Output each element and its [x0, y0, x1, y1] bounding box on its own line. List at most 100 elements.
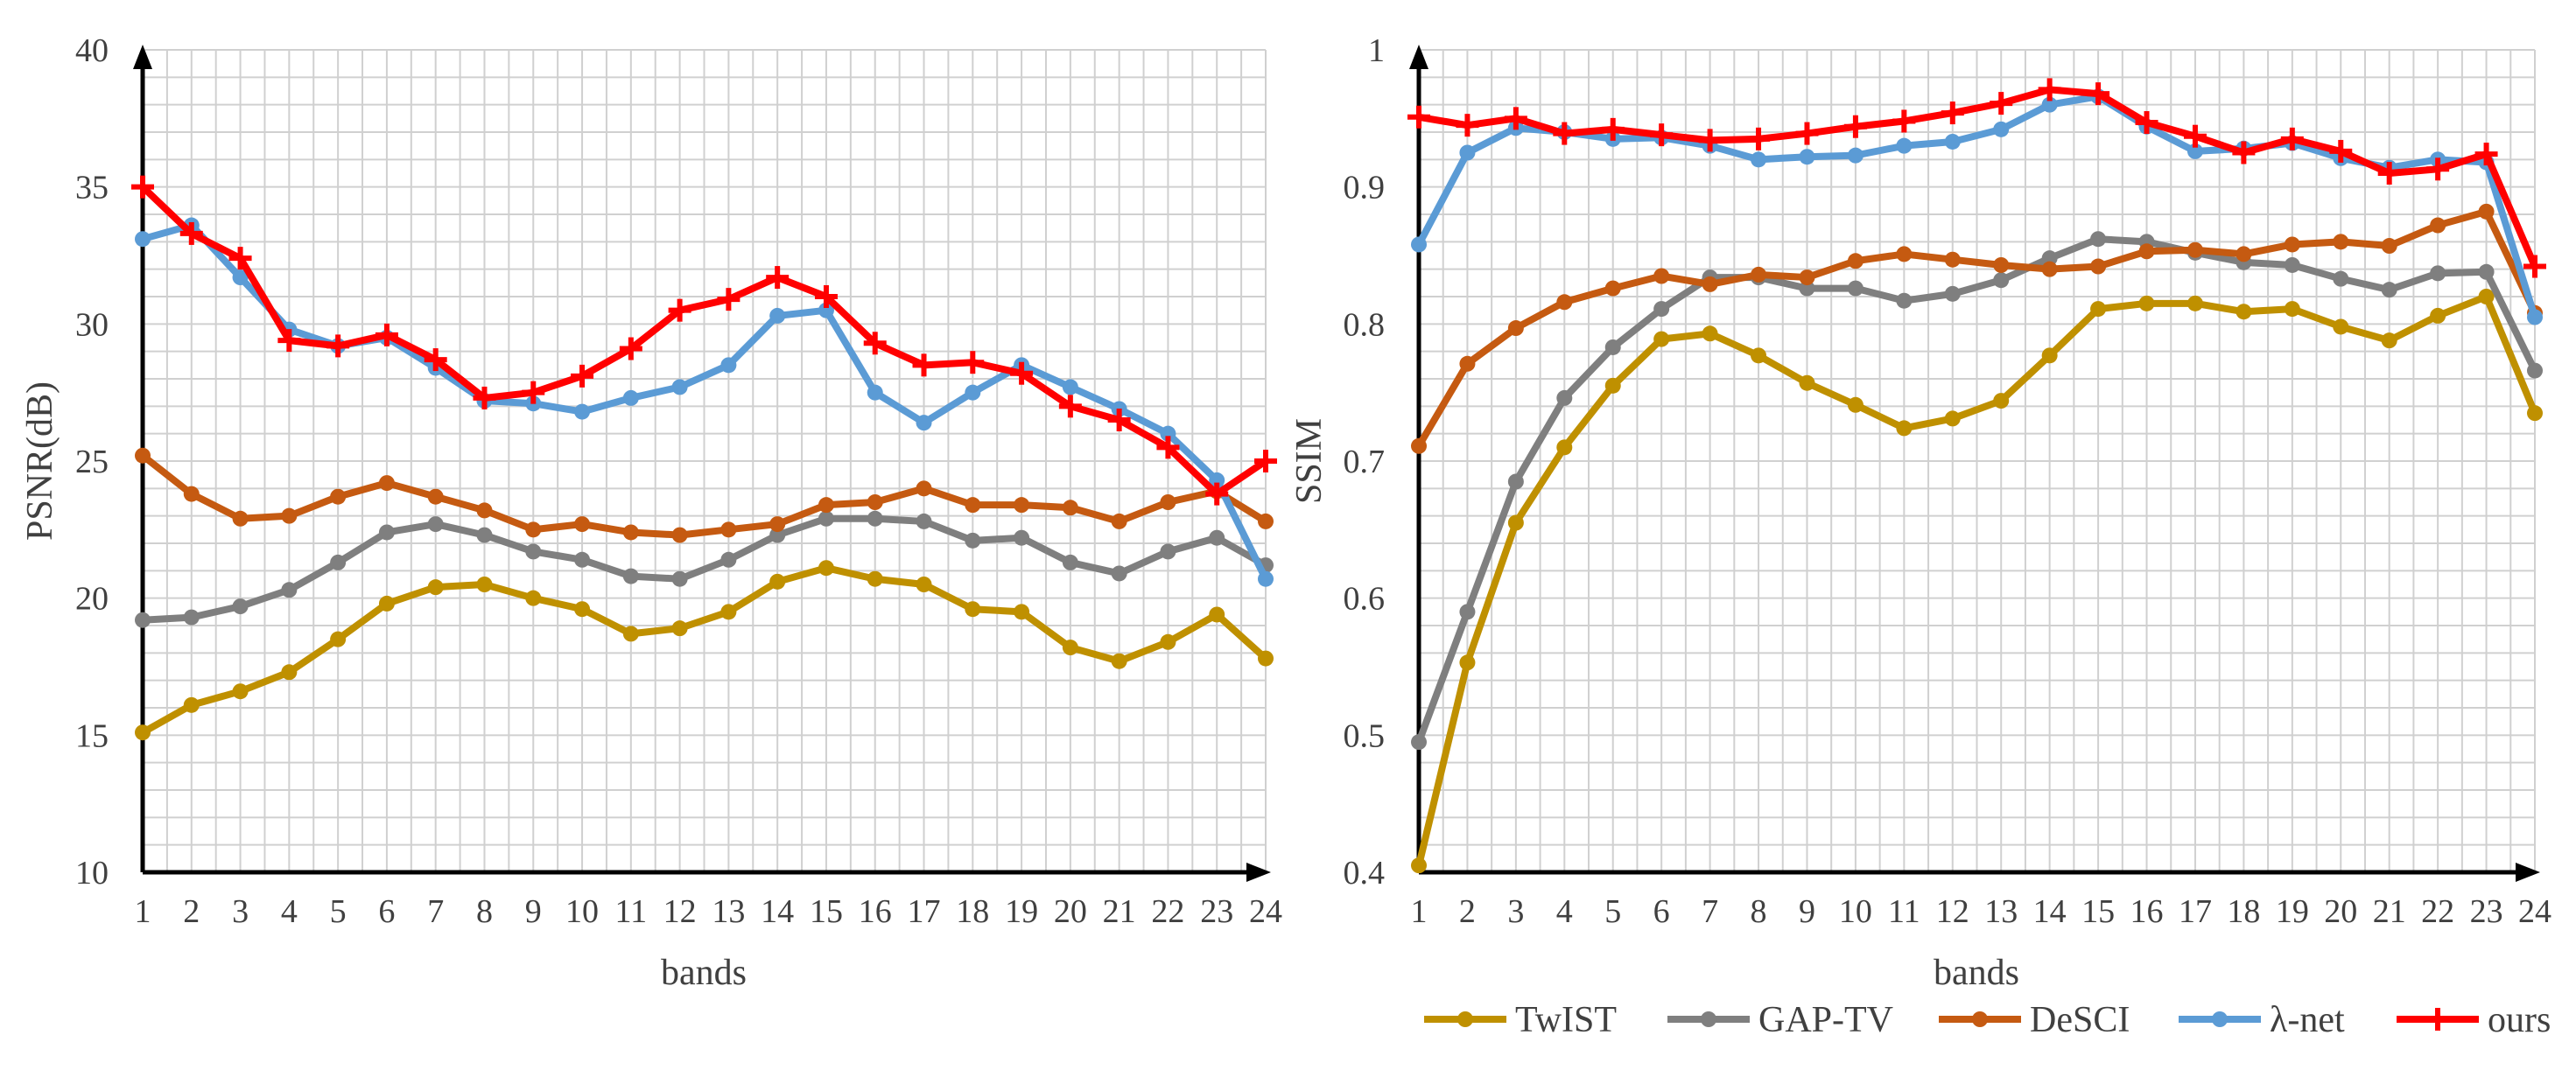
x-tick-label: 6	[378, 893, 395, 930]
legend-label: DeSCI	[2030, 1000, 2130, 1040]
data-point	[1411, 437, 1427, 454]
data-point	[1556, 294, 1573, 311]
legend-label: GAP-TV	[1758, 1000, 1893, 1040]
data-point	[1459, 654, 1476, 671]
data-point	[2280, 127, 2304, 150]
data-point	[912, 353, 936, 377]
data-point	[1507, 320, 1524, 337]
data-point	[1702, 325, 1718, 342]
x-tick-label: 19	[1005, 893, 1038, 930]
data-point	[1459, 604, 1476, 620]
data-point	[1014, 604, 1030, 620]
data-point	[622, 568, 639, 584]
data-point	[1205, 482, 1229, 506]
x-tick-label: 21	[1103, 893, 1136, 930]
x-tick-label: 15	[810, 893, 843, 930]
x-tick-label: 16	[2130, 893, 2164, 930]
data-point	[232, 683, 249, 700]
data-point	[965, 601, 981, 618]
grid	[1419, 49, 2536, 872]
data-point	[916, 415, 932, 431]
x-tick-label: 1	[1411, 893, 1428, 930]
data-point	[574, 601, 591, 618]
data-point	[769, 573, 786, 590]
data-point	[1944, 285, 1961, 302]
data-point	[1456, 114, 1479, 137]
series-ours	[1407, 78, 2546, 278]
series-line	[1415, 235, 2538, 744]
y-axis-arrow	[1409, 45, 1428, 69]
data-point	[1993, 256, 2010, 273]
data-point	[378, 475, 395, 492]
data-point	[1751, 347, 1767, 364]
data-point	[2478, 203, 2495, 220]
data-point	[1111, 565, 1127, 582]
data-point	[1795, 122, 1819, 145]
data-point	[2478, 263, 2495, 280]
data-point	[1601, 117, 1625, 141]
data-point	[2138, 243, 2155, 260]
data-point	[671, 620, 688, 637]
x-tick-label: 4	[281, 893, 298, 930]
x-tick-label: 17	[908, 893, 941, 930]
x-tick-label: 4	[1556, 893, 1573, 930]
data-point	[2236, 304, 2252, 320]
data-point	[476, 502, 493, 519]
data-point	[2232, 141, 2256, 164]
data-point	[476, 577, 493, 592]
series-GAP-TV	[135, 510, 1274, 628]
x-tick-label: 18	[956, 893, 989, 930]
x-tick-label: 12	[663, 893, 697, 930]
data-point	[1258, 650, 1274, 667]
data-point	[330, 554, 347, 570]
data-point	[424, 348, 447, 372]
data-point	[2426, 157, 2450, 181]
series-line	[140, 452, 1268, 539]
data-point	[1896, 137, 1913, 154]
data-point	[281, 582, 298, 598]
x-tick-label: 9	[525, 893, 542, 930]
x-axis-arrow	[2516, 863, 2540, 882]
x-tick-label: 7	[427, 893, 444, 930]
data-point	[1504, 107, 1527, 130]
data-point	[2474, 143, 2498, 166]
data-point	[1459, 355, 1476, 372]
data-point	[1799, 280, 1815, 297]
data-point	[281, 507, 298, 524]
legend: TwIST GAP-TV DeSCI λ-net ours	[1424, 1000, 2551, 1040]
data-point	[1747, 127, 1771, 150]
data-point	[1990, 92, 2013, 115]
data-point	[766, 266, 790, 290]
data-point	[1604, 377, 1621, 394]
data-point	[1993, 393, 2010, 409]
y-tick-label: 0.5	[1344, 717, 1386, 754]
x-tick-label: 2	[1459, 893, 1476, 930]
data-point	[1407, 105, 1430, 129]
data-point	[1258, 570, 1274, 587]
data-point	[326, 334, 350, 358]
data-point	[2527, 309, 2543, 325]
x-tick-label: 14	[761, 893, 794, 930]
data-point	[2430, 217, 2446, 234]
x-tick-label: 24	[2518, 893, 2551, 930]
y-tick-label: 0.9	[1344, 170, 1386, 206]
data-point	[232, 598, 249, 615]
data-point	[1847, 280, 1864, 297]
data-point	[571, 364, 594, 388]
data-point	[1062, 640, 1078, 656]
data-point	[2284, 256, 2300, 273]
data-point	[916, 513, 932, 529]
data-point	[2284, 301, 2300, 318]
data-point	[619, 337, 642, 360]
data-point	[2381, 282, 2397, 298]
x-axis-title: bands	[1934, 953, 2019, 993]
data-point	[1653, 301, 1670, 318]
data-point	[1653, 268, 1670, 284]
x-tick-label: 18	[2227, 893, 2260, 930]
data-point	[1111, 653, 1127, 669]
data-point	[1944, 410, 1961, 427]
data-point	[916, 480, 932, 497]
x-tick-label: 5	[1604, 893, 1621, 930]
data-point	[2523, 255, 2546, 278]
